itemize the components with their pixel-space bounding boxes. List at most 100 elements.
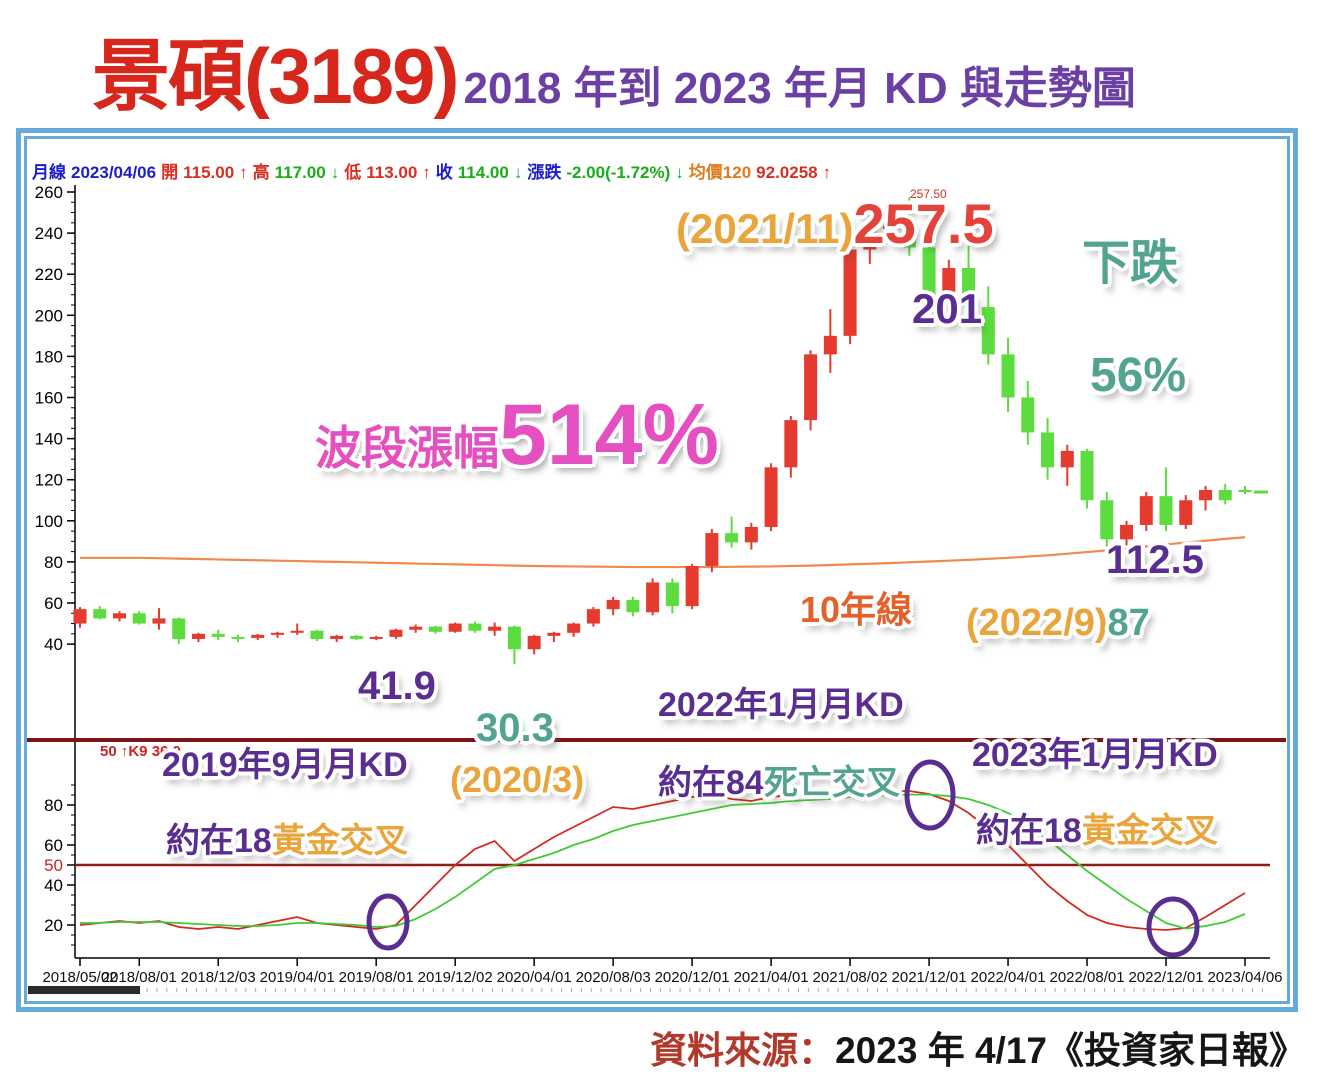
annotation-kd2-desc: 約在84 死亡交叉 xyxy=(658,766,900,800)
info-segment: 開 xyxy=(161,163,179,182)
annotation-text: 黃金交叉 xyxy=(271,822,408,860)
info-segment: 115.00 xyxy=(183,163,235,182)
candle-body xyxy=(1060,450,1074,468)
candle-body xyxy=(389,629,403,637)
annotation-text: 2023年1月月KD xyxy=(972,736,1218,774)
info-segment: 低 xyxy=(344,163,362,182)
stock-name-title: 景碩(3189) xyxy=(92,32,459,120)
x-tick-label: 2023/04/06 xyxy=(1207,969,1282,986)
candle-body xyxy=(922,247,936,314)
x-tick-label: 2022/04/01 xyxy=(971,969,1046,986)
candle-body xyxy=(428,626,442,632)
annotation-price-112: 112.5 xyxy=(1106,540,1204,580)
candle-body xyxy=(902,220,916,248)
candle-body xyxy=(93,609,107,619)
price-tick-label: 140 xyxy=(35,430,63,449)
candle-body xyxy=(290,630,304,633)
annotation-close-201: 201 xyxy=(912,288,982,330)
golden-cross-2019-circle xyxy=(366,893,410,951)
candle-body xyxy=(1041,432,1055,468)
source-label: 資料來源： xyxy=(650,1030,836,1071)
annotation-text: 2022年1月月KD xyxy=(658,686,904,724)
candle-body xyxy=(231,636,245,639)
golden-cross-2023-circle xyxy=(1146,896,1200,958)
annotation-text: 201 xyxy=(912,285,983,332)
annotation-text: (2022/9) xyxy=(966,602,1108,644)
candle-body xyxy=(1179,500,1193,525)
annotation-text: 257.5 xyxy=(853,192,994,255)
price-tick-label: 80 xyxy=(44,553,63,572)
candle-body xyxy=(843,249,857,336)
annotation-text: (2021/11) xyxy=(676,205,854,252)
annotation-text: 約在18 xyxy=(976,812,1082,850)
ten-year-ma-line xyxy=(80,536,1246,569)
price-tick-label: 120 xyxy=(35,471,63,490)
candle-body xyxy=(547,632,561,636)
info-segment: 117.00 xyxy=(274,163,326,182)
x-tick-label: 2018/05/02 xyxy=(42,969,117,986)
candle-body xyxy=(172,618,186,639)
info-segment: ↑ xyxy=(422,163,431,182)
candle-body xyxy=(310,630,324,639)
candle-body xyxy=(1021,397,1035,433)
x-tick-label: 2021/12/01 xyxy=(892,969,967,986)
info-segment: ↑ xyxy=(239,163,248,182)
candle-body xyxy=(1100,500,1114,540)
annotation-down-pct: 56% xyxy=(1090,352,1186,400)
source-line: 資料來源：2023 年 4/17《投資家日報》 xyxy=(650,1020,1306,1074)
candle-body xyxy=(981,307,995,355)
candle-body xyxy=(1120,524,1134,540)
candle-body xyxy=(270,632,284,635)
annotation-text: 30.3 xyxy=(476,706,554,750)
candle-body xyxy=(863,228,877,250)
x-tick-label: 2020/08/03 xyxy=(576,969,651,986)
candle-body xyxy=(73,609,87,624)
candle-body xyxy=(211,633,225,637)
x-tick-label: 2021/04/01 xyxy=(734,969,809,986)
x-tick-label: 2020/04/01 xyxy=(497,969,572,986)
chart-frame-inner xyxy=(24,136,1290,1004)
candle-body xyxy=(725,533,739,543)
x-tick-label: 2021/08/02 xyxy=(813,969,888,986)
annotation-peak: (2021/11) 257.5 xyxy=(676,196,994,252)
candle-body xyxy=(112,613,126,619)
info-segment: 漲跌 xyxy=(527,163,562,182)
candle-body xyxy=(1238,489,1252,493)
d-line xyxy=(80,793,1246,930)
annotation-text: 黃金交叉 xyxy=(1081,812,1218,850)
info-segment: ↓ xyxy=(513,163,523,182)
annotation-date-2020-3: (2020/3) xyxy=(450,762,584,798)
kd-value-header: 50 ↑K9 36.0 xyxy=(100,743,181,760)
candle-body xyxy=(665,582,679,607)
annotation-text: 死亡交叉 xyxy=(763,764,900,802)
annotation-text: 41.9 xyxy=(358,664,436,708)
candle-body xyxy=(567,623,581,633)
candle-body xyxy=(962,268,976,308)
candle-body xyxy=(764,467,778,527)
candle-body xyxy=(942,268,956,314)
annotation-text: 波段漲幅 xyxy=(315,422,499,474)
annotation-text: 10年線 xyxy=(800,589,913,630)
annotation-text: 2019年9月月KD xyxy=(162,746,408,784)
price-tick-label: 180 xyxy=(35,347,63,366)
x-tick-label: 2019/04/01 xyxy=(260,969,335,986)
annotation-kd2-title: 2022年1月月KD xyxy=(658,688,904,722)
candle-body xyxy=(191,633,205,639)
candle-body xyxy=(744,526,758,543)
candle-body xyxy=(448,623,462,632)
candle-body xyxy=(626,599,640,613)
x-tick-label: 2022/08/01 xyxy=(1049,969,1124,986)
candle-body xyxy=(685,566,699,607)
price-tick-label: 220 xyxy=(35,265,63,284)
annotation-text: 56% xyxy=(1090,349,1187,402)
scrollbar-thumb xyxy=(28,986,140,994)
info-segment: -2.00(-1.72%) xyxy=(566,163,671,182)
peak-price-tag: 257.50 xyxy=(910,187,947,201)
x-tick-label: 2019/12/02 xyxy=(418,969,493,986)
ohlc-info-line: 月線 2023/04/06 開 115.00 ↑ 高 117.00 ↓ 低 113.00 ↑ 收 114… xyxy=(32,158,836,183)
source-text: 2023 年 4/17《投資家日報》 xyxy=(835,1030,1306,1071)
price-tick-label: 40 xyxy=(44,635,63,654)
annotation-text: 87 xyxy=(1107,602,1150,644)
candle-body xyxy=(251,634,265,638)
